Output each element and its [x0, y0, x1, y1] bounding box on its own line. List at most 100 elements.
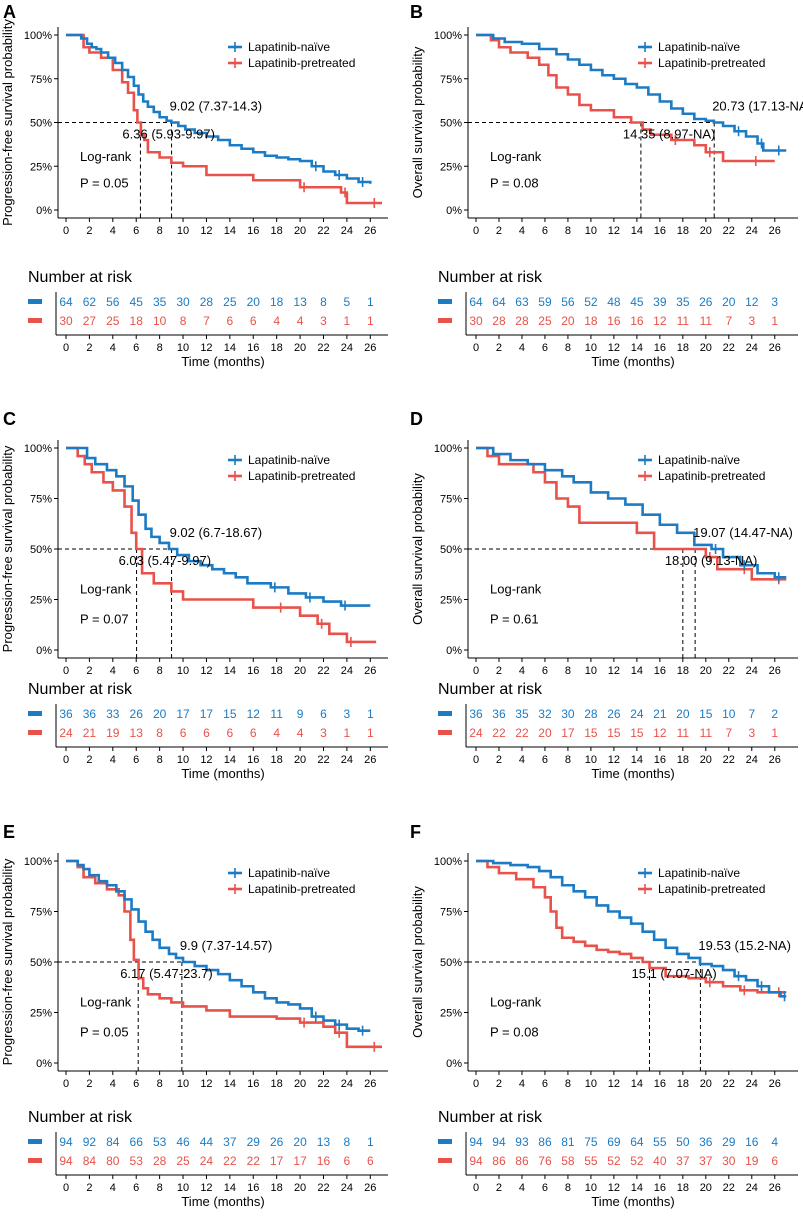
risk-count-pretreated: 53 [130, 1154, 144, 1168]
risk-x-tick-label: 14 [224, 342, 236, 354]
risk-x-tick-label: 8 [157, 1182, 163, 1194]
risk-count-pretreated: 25 [176, 1154, 190, 1168]
risk-count-naive: 17 [200, 707, 214, 721]
risk-count-pretreated: 52 [630, 1154, 644, 1168]
risk-x-tick-label: 4 [519, 754, 525, 766]
x-tick-label: 24 [746, 665, 758, 677]
x-axis-title: Time (months) [181, 1194, 264, 1209]
risk-count-pretreated: 6 [367, 1154, 374, 1168]
x-tick-label: 22 [317, 1078, 329, 1090]
x-tick-label: 26 [769, 1078, 781, 1090]
risk-x-tick-label: 24 [341, 342, 353, 354]
x-tick-label: 18 [271, 1078, 283, 1090]
risk-count-pretreated: 22 [492, 726, 506, 740]
risk-count-naive: 59 [538, 295, 552, 309]
risk-count-pretreated: 6 [180, 726, 187, 740]
risk-count-pretreated: 1 [344, 314, 351, 328]
y-tick-label: 0% [36, 205, 52, 217]
risk-x-tick-label: 22 [723, 754, 735, 766]
panel-letter: E [3, 822, 15, 842]
risk-count-pretreated: 7 [725, 726, 732, 740]
x-tick-label: 16 [654, 225, 666, 237]
risk-count-naive: 86 [538, 1135, 552, 1149]
risk-count-pretreated: 15 [584, 726, 598, 740]
risk-count-naive: 56 [561, 295, 575, 309]
y-tick-label: 25% [440, 161, 462, 173]
y-axis-title: Progression-free survival probability [0, 858, 15, 1065]
risk-count-pretreated: 12 [653, 314, 667, 328]
risk-x-tick-label: 16 [247, 1182, 259, 1194]
risk-x-tick-label: 0 [63, 342, 69, 354]
legend-label: Lapatinib-naïve [658, 453, 740, 467]
risk-count-pretreated: 22 [223, 1154, 237, 1168]
km-curve-naive [476, 446, 787, 579]
risk-count-naive: 36 [492, 707, 506, 721]
p-value-label: P = 0.07 [80, 612, 129, 627]
km-curve-naive [476, 859, 787, 998]
risk-count-pretreated: 18 [130, 314, 144, 328]
risk-count-naive: 28 [584, 707, 598, 721]
risk-count-naive: 26 [270, 1135, 284, 1149]
median-naive-label: 19.53 (15.2-NA) [698, 938, 791, 953]
legend-label: Lapatinib-naïve [658, 866, 740, 880]
risk-x-tick-label: 12 [608, 754, 620, 766]
logrank-label: Log-rank [80, 581, 132, 596]
risk-count-pretreated: 3 [748, 314, 755, 328]
risk-count-pretreated: 86 [515, 1154, 529, 1168]
risk-count-pretreated: 6 [344, 1154, 351, 1168]
risk-title: Number at risk [28, 1109, 133, 1126]
risk-count-pretreated: 76 [538, 1154, 552, 1168]
risk-x-tick-label: 0 [63, 754, 69, 766]
risk-count-naive: 46 [176, 1135, 190, 1149]
risk-count-pretreated: 3 [320, 314, 327, 328]
risk-count-pretreated: 27 [83, 314, 97, 328]
risk-count-pretreated: 28 [515, 314, 529, 328]
risk-x-tick-label: 10 [177, 1182, 189, 1194]
risk-x-tick-label: 18 [271, 342, 283, 354]
risk-count-naive: 6 [320, 707, 327, 721]
risk-x-tick-label: 6 [542, 342, 548, 354]
y-tick-label: 75% [440, 74, 462, 86]
risk-count-pretreated: 30 [469, 314, 483, 328]
legend-label: Lapatinib-naïve [248, 453, 330, 467]
x-tick-label: 8 [565, 1078, 571, 1090]
risk-count-pretreated: 4 [297, 726, 304, 740]
x-tick-label: 2 [86, 1078, 92, 1090]
y-tick-label: 100% [24, 30, 52, 42]
risk-swatch-naive [28, 299, 42, 304]
x-tick-label: 16 [654, 665, 666, 677]
risk-count-naive: 84 [106, 1135, 120, 1149]
x-tick-label: 8 [565, 665, 571, 677]
risk-x-tick-label: 12 [608, 342, 620, 354]
panel-letter: C [3, 409, 16, 429]
y-tick-label: 50% [440, 118, 462, 130]
risk-count-pretreated: 55 [584, 1154, 598, 1168]
x-tick-label: 2 [496, 225, 502, 237]
risk-x-tick-label: 2 [496, 342, 502, 354]
risk-count-naive: 52 [584, 295, 598, 309]
risk-count-naive: 93 [515, 1135, 529, 1149]
x-tick-label: 6 [133, 1078, 139, 1090]
x-tick-label: 2 [496, 1078, 502, 1090]
risk-count-pretreated: 11 [700, 726, 713, 740]
risk-x-tick-label: 2 [86, 1182, 92, 1194]
risk-count-naive: 37 [223, 1135, 237, 1149]
risk-x-tick-label: 20 [294, 342, 306, 354]
risk-x-tick-label: 0 [473, 754, 479, 766]
legend-label: Lapatinib-pretreated [248, 469, 355, 483]
risk-count-naive: 94 [59, 1135, 73, 1149]
risk-count-pretreated: 30 [59, 314, 73, 328]
risk-x-tick-label: 24 [341, 1182, 353, 1194]
risk-count-pretreated: 22 [515, 726, 529, 740]
x-tick-label: 26 [769, 225, 781, 237]
risk-x-tick-label: 8 [565, 754, 571, 766]
y-tick-label: 0% [36, 645, 52, 657]
risk-count-pretreated: 8 [156, 726, 163, 740]
risk-x-tick-label: 18 [677, 754, 689, 766]
y-tick-label: 75% [440, 494, 462, 506]
panel-e: E0%25%50%75%100%0 2 4 6 8 10 12 14 16 18 20 22 24 26P… [0, 822, 388, 1209]
risk-x-tick-label: 6 [133, 342, 139, 354]
x-tick-label: 12 [608, 665, 620, 677]
y-tick-label: 75% [30, 494, 52, 506]
risk-count-naive: 53 [153, 1135, 167, 1149]
